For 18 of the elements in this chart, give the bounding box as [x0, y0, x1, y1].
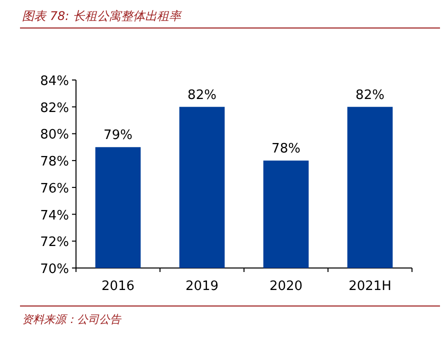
y-tick-label: 74% [40, 208, 69, 224]
x-tick-label: 2020 [269, 279, 303, 294]
data-label: 82% [188, 88, 216, 103]
y-tick-label: 70% [40, 262, 69, 277]
data-label: 79% [104, 128, 132, 144]
x-tick-label: 2021H [348, 279, 392, 294]
y-tick-label: 82% [40, 100, 69, 116]
y-tick-label: 76% [40, 181, 69, 196]
data-label: 82% [356, 88, 384, 103]
y-tick-label: 78% [40, 154, 69, 170]
x-tick-label: 2019 [185, 279, 219, 294]
chart-title: 图表 78: 长租公寓整体出租率 [22, 9, 183, 23]
y-tick-label: 84% [40, 74, 69, 89]
data-label: 78% [272, 142, 300, 157]
y-tick-label: 72% [40, 235, 69, 250]
x-tick-label: 2016 [101, 279, 135, 294]
text: 资料来源：公司公告 [22, 313, 122, 326]
y-tick-label: 80% [40, 128, 69, 143]
